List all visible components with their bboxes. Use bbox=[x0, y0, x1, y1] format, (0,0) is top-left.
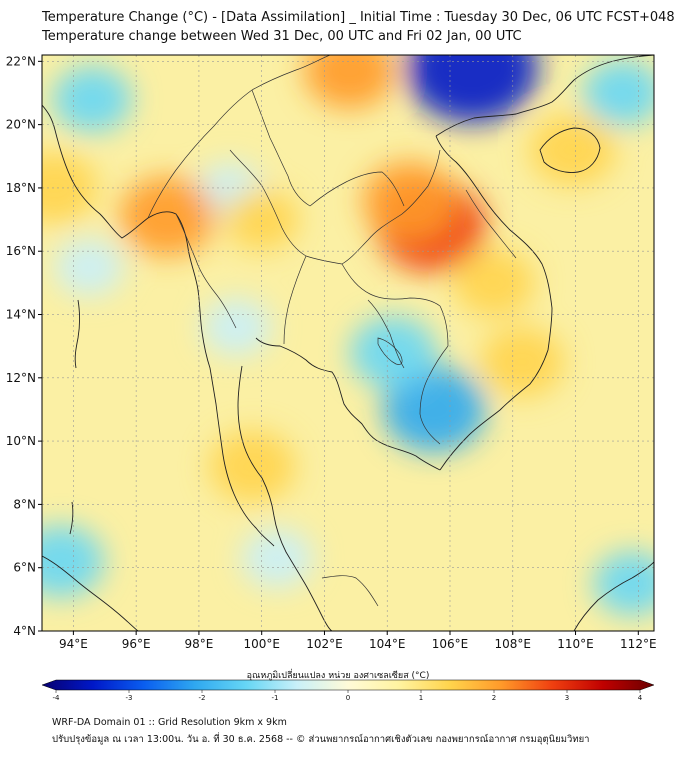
map-subtitle: Temperature change between Wed 31 Dec, 0… bbox=[42, 29, 522, 44]
lon-tick-label: 104°E bbox=[369, 637, 406, 651]
map-title: Temperature Change (°C) - [Data Assimila… bbox=[42, 10, 675, 25]
lat-tick-label: 8°N bbox=[13, 497, 36, 511]
cool-anomaly bbox=[350, 316, 437, 389]
cool-anomaly bbox=[382, 366, 486, 453]
colorbar-tick-label: -4 bbox=[53, 694, 61, 702]
cool-anomaly bbox=[54, 238, 124, 297]
warm-anomaly bbox=[42, 151, 98, 224]
coastlines bbox=[42, 55, 654, 631]
lon-tick-label: 102°E bbox=[306, 637, 343, 651]
graticule bbox=[42, 55, 654, 632]
lon-tick-label: 106°E bbox=[432, 637, 469, 651]
colorbar-tick-label: -3 bbox=[126, 694, 133, 702]
lon-tick-label: 108°E bbox=[495, 637, 532, 651]
cool-anomaly bbox=[241, 528, 314, 589]
footer-update-credit: ปรับปรุงข้อมูล ณ เวลา 13:00น. วัน อ. ที่… bbox=[52, 734, 590, 745]
cool-anomaly bbox=[42, 525, 105, 598]
axis-ticks: 94°E 96°E 98°E 100°E 102°E 104°E 106°E 108°E 110… bbox=[6, 54, 657, 651]
colorbar-tick-label: 0 bbox=[346, 694, 350, 702]
warm-anomaly bbox=[224, 188, 299, 251]
lat-tick-label: 12°N bbox=[6, 371, 36, 385]
lat-tick-label: 22°N bbox=[6, 54, 36, 68]
cool-anomaly bbox=[593, 551, 654, 616]
plot-frame bbox=[41, 54, 655, 632]
lon-tick-label: 98°E bbox=[184, 637, 213, 651]
lon-tick-label: 100°E bbox=[243, 637, 280, 651]
footer-model-info: WRF-DA Domain 01 :: Grid Resolution 9km … bbox=[52, 717, 287, 728]
warm-anomaly bbox=[453, 248, 535, 317]
lon-tick-label: 94°E bbox=[59, 637, 88, 651]
cool-anomaly bbox=[52, 66, 132, 133]
colorbar-tick-label: -1 bbox=[272, 694, 279, 702]
colorbar-tick-label: 1 bbox=[419, 694, 423, 702]
lat-tick-label: 14°N bbox=[6, 308, 36, 322]
colorbar: -4 -3 -2 -1 0 1 2 3 4 bbox=[41, 679, 655, 702]
warm-anomaly bbox=[119, 176, 216, 257]
cool-anomaly bbox=[405, 55, 538, 123]
warm-anomaly bbox=[529, 113, 616, 186]
cool-anomaly bbox=[583, 59, 654, 126]
tonle-sap-lake bbox=[377, 337, 403, 365]
temperature-field bbox=[42, 55, 654, 631]
colorbar-tick-label: 4 bbox=[638, 694, 643, 702]
lat-tick-label: 4°N bbox=[13, 624, 36, 638]
warm-anomaly bbox=[303, 55, 396, 109]
lat-tick-label: 20°N bbox=[6, 118, 36, 132]
lat-tick-label: 6°N bbox=[13, 561, 36, 575]
colorbar-tick-label: 3 bbox=[565, 694, 569, 702]
warm-anomaly bbox=[362, 161, 457, 240]
colorbar-title: อุณหภูมิเปลี่ยนแปลง หน่วย องศาเซลเซียส (… bbox=[246, 671, 430, 681]
warm-anomaly bbox=[480, 326, 565, 397]
colorbar-tick-label: -2 bbox=[199, 694, 206, 702]
lat-tick-label: 10°N bbox=[6, 434, 36, 448]
cool-anomaly bbox=[201, 298, 272, 357]
lon-tick-label: 96°E bbox=[122, 637, 151, 651]
colorbar-tick-label: 2 bbox=[492, 694, 496, 702]
lon-tick-label: 112°E bbox=[620, 637, 657, 651]
lon-tick-label: 110°E bbox=[557, 637, 594, 651]
lat-tick-label: 16°N bbox=[6, 244, 36, 258]
lat-tick-label: 18°N bbox=[6, 181, 36, 195]
country-borders bbox=[147, 55, 517, 607]
